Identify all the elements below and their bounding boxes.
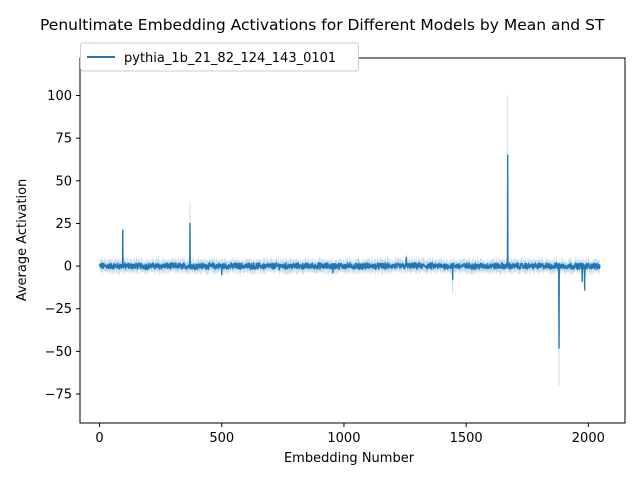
x-tick-label: 500 — [209, 431, 234, 446]
chart-title: Penultimate Embedding Activations for Di… — [40, 16, 605, 34]
x-tick-label: 0 — [95, 431, 103, 446]
legend-series-label: pythia_1b_21_82_124_143_0101 — [124, 51, 336, 66]
legend-box — [80, 42, 359, 72]
y-tick-label: 50 — [55, 174, 72, 189]
y-tick-label: −75 — [45, 388, 72, 403]
series-line — [98, 154, 601, 349]
std-band — [99, 148, 600, 353]
x-axis: 0 500 1000 1500 2000 — [95, 423, 605, 446]
y-tick-label: −50 — [45, 345, 72, 360]
y-tick-label: 25 — [55, 217, 72, 232]
std-band-spikes — [189, 95, 560, 386]
y-tick-label: −25 — [45, 302, 72, 317]
plot-frame — [79, 57, 626, 424]
legend: pythia_1b_21_82_124_143_0101 — [80, 42, 359, 72]
y-tick-label: 100 — [47, 89, 72, 104]
y-axis-label: Average Activation — [15, 179, 30, 302]
x-tick-label: 1500 — [450, 431, 483, 446]
x-tick-label: 2000 — [572, 431, 605, 446]
y-axis: −75 −50 −25 0 25 50 75 100 — [45, 89, 80, 403]
x-tick-label: 1000 — [327, 431, 360, 446]
x-axis-label: Embedding Number — [284, 451, 415, 466]
y-tick-label: 75 — [55, 132, 72, 147]
y-tick-label: 0 — [64, 260, 72, 275]
